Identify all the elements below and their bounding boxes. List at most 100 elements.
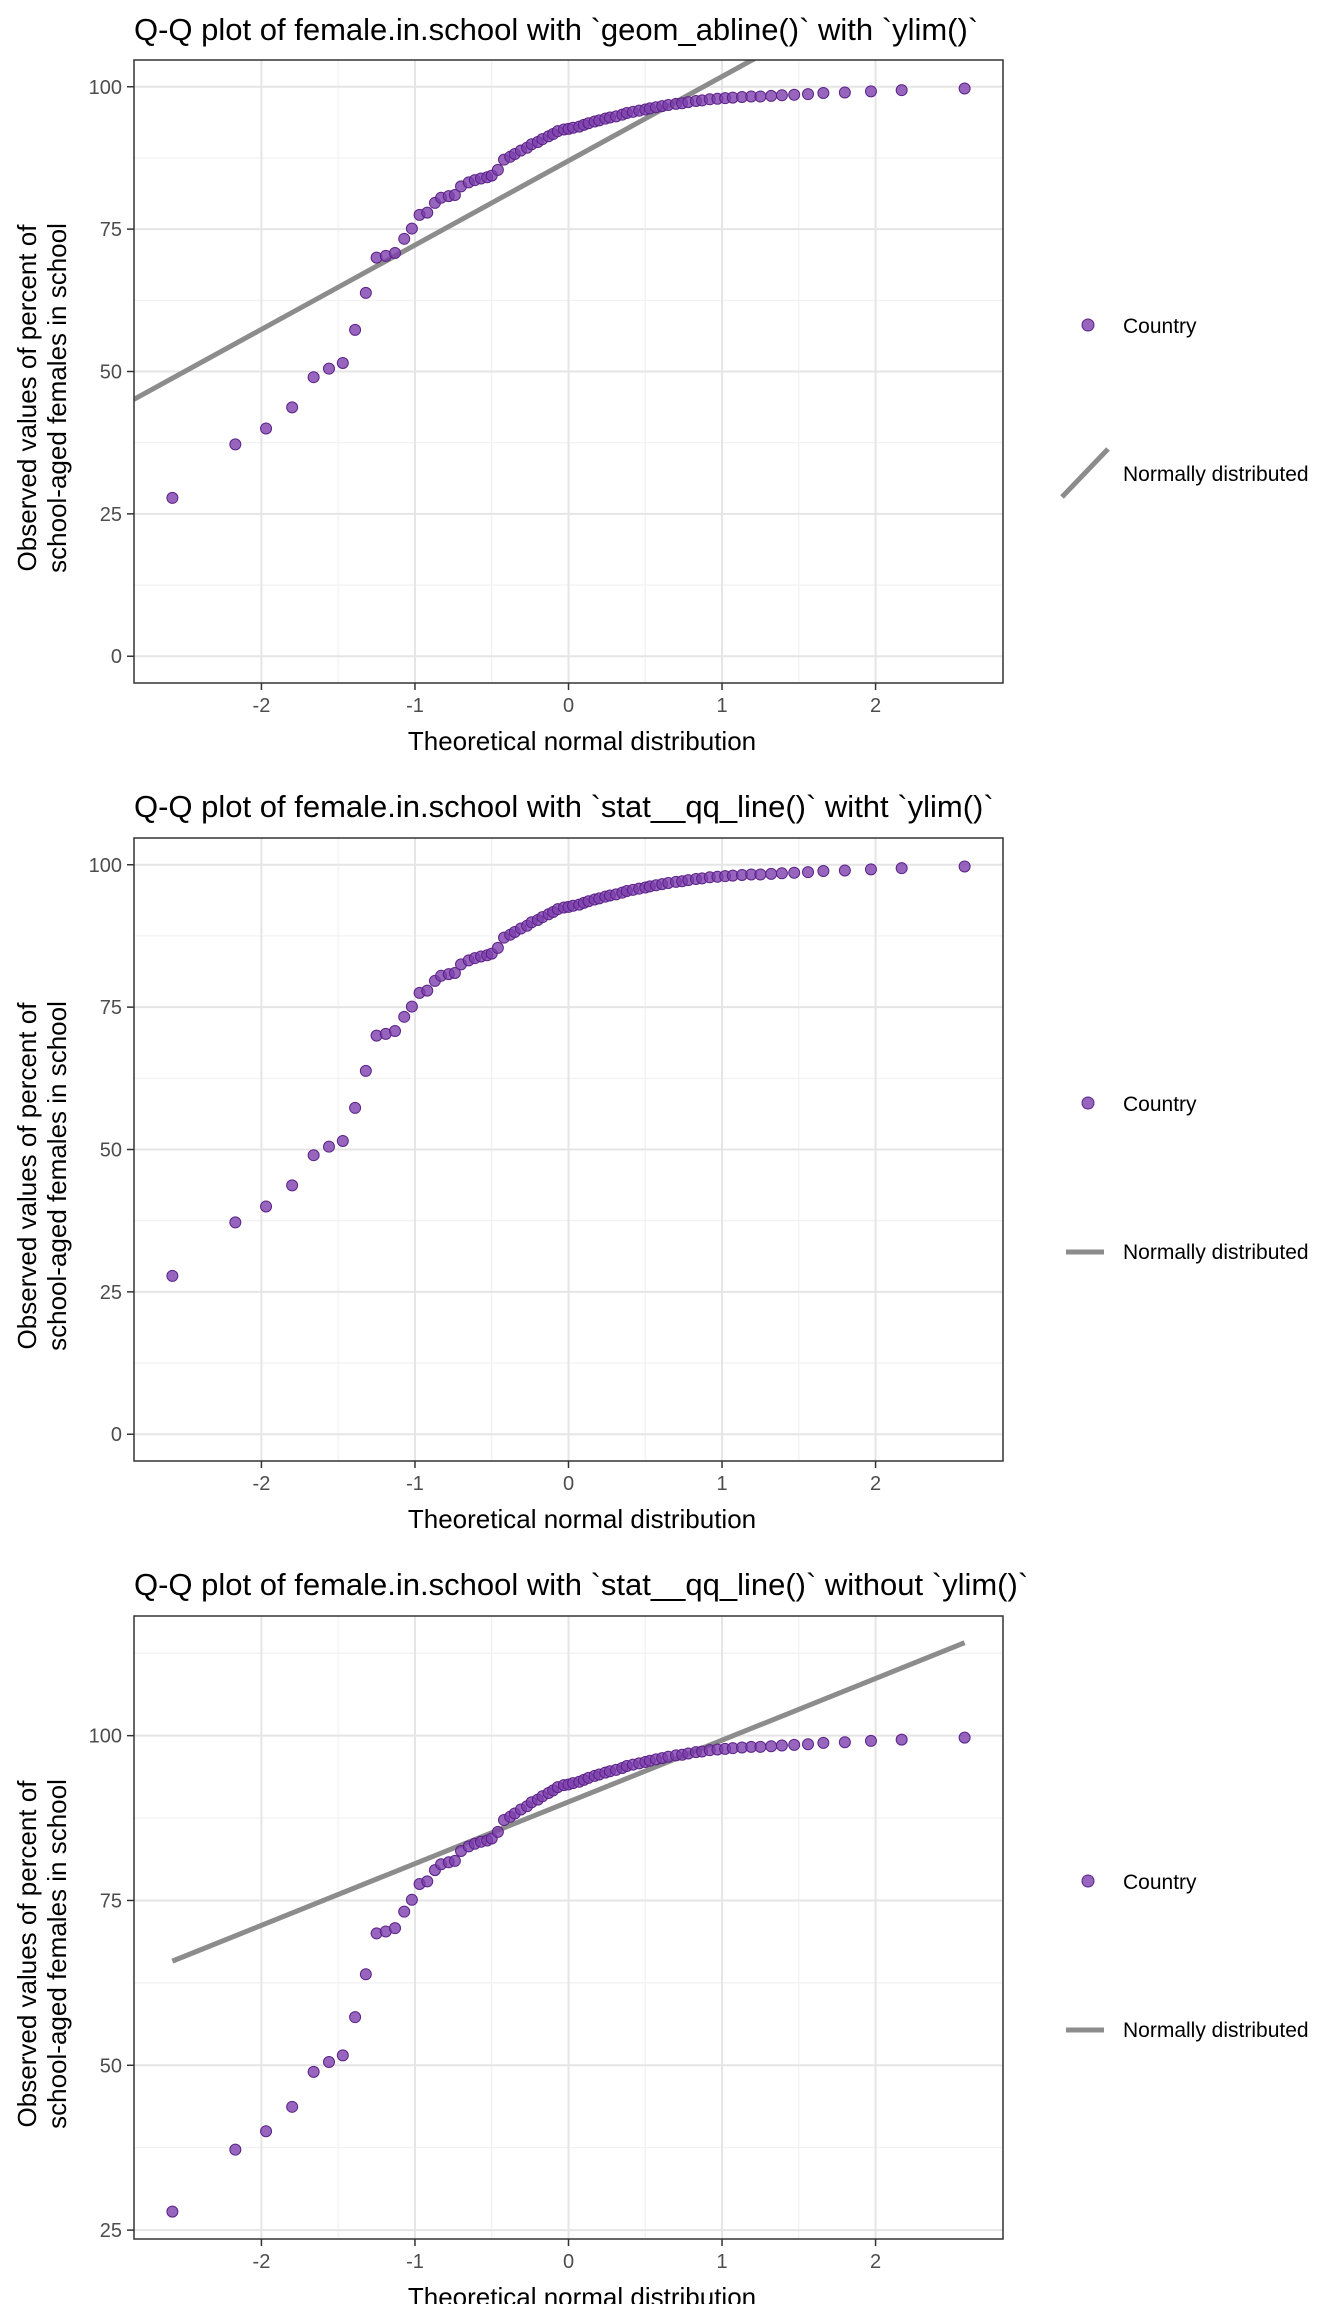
y-tick-label: 50 — [100, 2055, 122, 2077]
country-point — [838, 86, 851, 99]
qq-plot-panel-3: Q-Q plot of female.in.school with `stat_… — [12, 1567, 1309, 2304]
qq-plot-panel-1: Q-Q plot of female.in.school with `geom_… — [12, 12, 1309, 756]
plot-layers — [166, 1640, 971, 2218]
country-point — [817, 1736, 830, 1749]
country-point — [802, 866, 815, 879]
qq-plot-panel-2: Q-Q plot of female.in.school with `stat_… — [12, 789, 1309, 1534]
country-point — [307, 1149, 320, 1162]
x-tick-label: -2 — [253, 1473, 271, 1495]
y-tick-label: 25 — [100, 1282, 122, 1304]
country-point — [421, 984, 434, 997]
country-point — [817, 865, 830, 878]
panel-3-legend-label-country: Country — [1123, 1871, 1197, 1894]
y-tick-label: 75 — [100, 1890, 122, 1912]
country-point — [958, 860, 971, 873]
panel-3-legend-point-key — [1081, 1874, 1095, 1888]
country-point — [754, 1740, 767, 1753]
country-point — [802, 1738, 815, 1751]
country-point — [389, 247, 402, 260]
country-point — [322, 362, 335, 375]
country-point — [765, 89, 778, 102]
panel-1-legend-label-country: Country — [1123, 315, 1197, 338]
country-point — [359, 1064, 372, 1077]
country-point — [838, 1736, 851, 1749]
country-point — [754, 868, 767, 881]
y-tick-label: 50 — [100, 362, 122, 384]
panel-2-legend-label-normal: Normally distributed — [1123, 1241, 1309, 1264]
country-point — [958, 1731, 971, 1744]
country-point — [307, 2065, 320, 2078]
panel-3-legend: Country Normally distributed — [1066, 1871, 1309, 2042]
country-point — [359, 286, 372, 299]
panel-3-y-axis-title-line-2: school-aged females in school — [42, 1779, 72, 2129]
y-tick-label: 100 — [89, 77, 122, 99]
plot-layers — [166, 860, 971, 1282]
panel-1-legend-line-key — [1060, 447, 1110, 499]
panel-3-plot-area: -2 -1 0 1 2 25 50 75 100 — [89, 1615, 1004, 2273]
country-point — [864, 863, 877, 876]
country-point — [322, 2055, 335, 2068]
country-point — [895, 862, 908, 875]
x-tick-label: 2 — [870, 2251, 881, 2273]
country-point — [448, 966, 461, 979]
country-point — [166, 491, 179, 504]
country-point — [166, 2205, 179, 2218]
panel-1-legend: Country Normally distributed — [1060, 315, 1309, 499]
x-tick-label: 0 — [563, 2251, 574, 2273]
country-point — [754, 90, 767, 103]
y-tick-label: 75 — [100, 219, 122, 241]
country-point — [405, 222, 418, 235]
country-point — [322, 1140, 335, 1153]
country-point — [398, 232, 411, 245]
country-point — [775, 89, 788, 102]
country-point — [491, 1825, 504, 1838]
country-point — [389, 1922, 402, 1935]
country-point — [260, 422, 273, 435]
country-point — [817, 87, 830, 100]
x-tick-label: 1 — [716, 695, 727, 717]
x-tick-label: 0 — [563, 695, 574, 717]
y-tick-label: 0 — [111, 1424, 122, 1446]
x-tick-label: 1 — [716, 2251, 727, 2273]
panel-3-y-axis-title-line-1: Observed values of percent of — [12, 1780, 42, 2128]
country-point — [421, 1875, 434, 1888]
panel-3-legend-label-normal: Normally distributed — [1123, 2019, 1309, 2042]
country-point — [286, 401, 299, 414]
panel-2-title: Q-Q plot of female.in.school with `stat_… — [134, 789, 994, 824]
country-point — [958, 82, 971, 95]
x-tick-label: -2 — [253, 695, 271, 717]
country-point — [398, 1010, 411, 1023]
country-point — [405, 1893, 418, 1906]
country-point — [895, 1733, 908, 1746]
panel-2-legend: Country Normally distributed — [1066, 1093, 1309, 1264]
country-point — [307, 371, 320, 384]
y-tick-label: 0 — [111, 646, 122, 668]
country-point — [802, 88, 815, 101]
country-point — [260, 1200, 273, 1213]
y-tick-label: 25 — [100, 504, 122, 526]
panel-2-y-axis-title-line-1: Observed values of percent of — [12, 1002, 42, 1350]
country-point — [286, 2100, 299, 2113]
panel-3-x-axis-title: Theoretical normal distribution — [408, 2282, 756, 2304]
country-point — [229, 1216, 242, 1229]
panel-1-title: Q-Q plot of female.in.school with `geom_… — [134, 12, 978, 47]
country-point — [895, 84, 908, 97]
x-tick-label: -1 — [406, 2251, 424, 2273]
country-point — [349, 323, 362, 336]
country-point — [349, 2011, 362, 2024]
country-point — [448, 188, 461, 201]
country-point — [336, 356, 349, 369]
country-point — [765, 1740, 778, 1753]
panel-2-legend-point-key — [1081, 1096, 1095, 1110]
country-point — [405, 1000, 418, 1013]
panel-1-plot-area: -2 -1 0 1 2 0 25 50 75 100 — [89, 59, 1004, 717]
country-point — [788, 866, 801, 879]
x-tick-label: -1 — [406, 695, 424, 717]
country-point — [765, 867, 778, 880]
x-tick-label: -2 — [253, 2251, 271, 2273]
country-point — [336, 1134, 349, 1147]
plot-layers — [134, 60, 971, 504]
country-point — [229, 438, 242, 451]
y-tick-label: 25 — [100, 2220, 122, 2242]
